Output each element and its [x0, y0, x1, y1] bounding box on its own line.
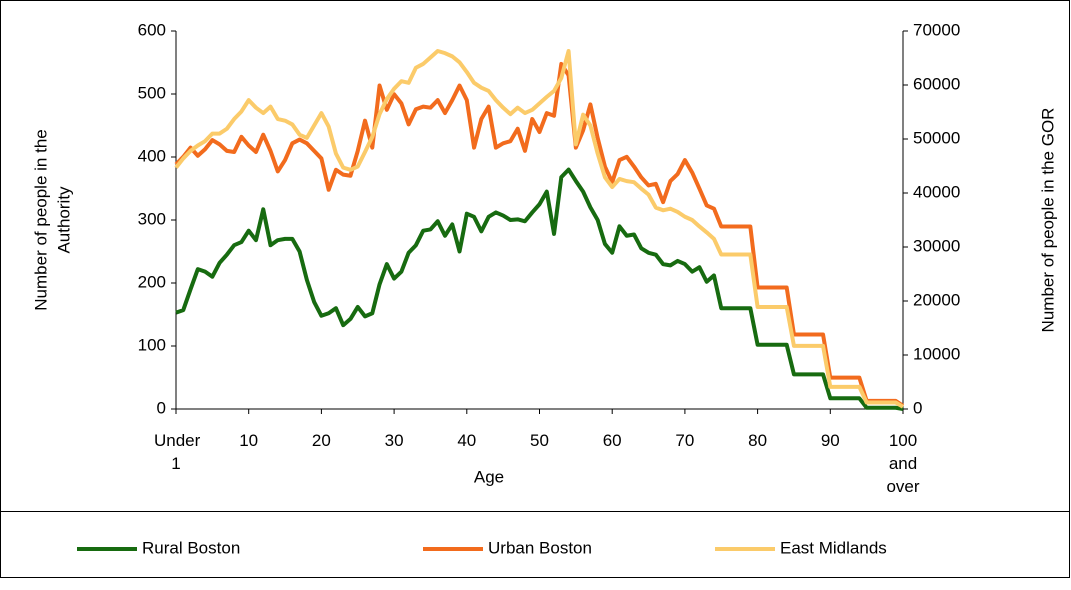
y2-tick-label: 20000	[913, 290, 960, 309]
series-line	[175, 167, 904, 411]
y2-tick-label: 40000	[913, 182, 960, 201]
x-tick-label: Under 1	[154, 431, 201, 473]
y2-axis-title: Number of people in the GOR	[1038, 108, 1057, 333]
x-tick-label: 40	[457, 431, 477, 450]
y2-tick-label: 70000	[913, 20, 960, 39]
y-axis-title: Authority	[54, 186, 73, 254]
x-tick-label: 30	[384, 431, 404, 450]
y-tick-label: 100	[138, 335, 166, 354]
x-tick-label: 80	[748, 431, 768, 450]
y-tick-label: 600	[138, 20, 166, 39]
y-tick-label: 200	[138, 272, 166, 291]
y-tick-label: 400	[138, 146, 166, 165]
x-tick-label: 10	[239, 431, 259, 450]
x-tick-label: 60	[602, 431, 622, 450]
y2-tick-label: 0	[913, 398, 922, 417]
y2-tick-label: 60000	[913, 74, 960, 93]
legend-label: Rural Boston	[142, 538, 240, 557]
series-line	[174, 61, 905, 408]
y2-tick-label: 50000	[913, 128, 960, 147]
x-tick-label: 100 and over	[886, 431, 920, 496]
series-line	[174, 48, 905, 409]
y-tick-label: 0	[157, 398, 166, 417]
x-axis-title: Age	[474, 467, 504, 486]
chart-frame	[0, 0, 1070, 578]
legend-label: East Midlands	[780, 538, 887, 557]
x-tick-label: 50	[530, 431, 549, 450]
x-tick-label: 70	[675, 431, 695, 450]
y-tick-label: 300	[138, 209, 166, 228]
y2-tick-label: 10000	[913, 344, 960, 363]
y-axis-title: Number of people in the	[31, 129, 50, 310]
y2-tick-label: 30000	[913, 236, 960, 255]
legend-label: Urban Boston	[488, 538, 592, 557]
x-tick-label: 90	[820, 431, 840, 450]
y-tick-label: 500	[138, 83, 166, 102]
x-tick-label: 20	[311, 431, 331, 450]
